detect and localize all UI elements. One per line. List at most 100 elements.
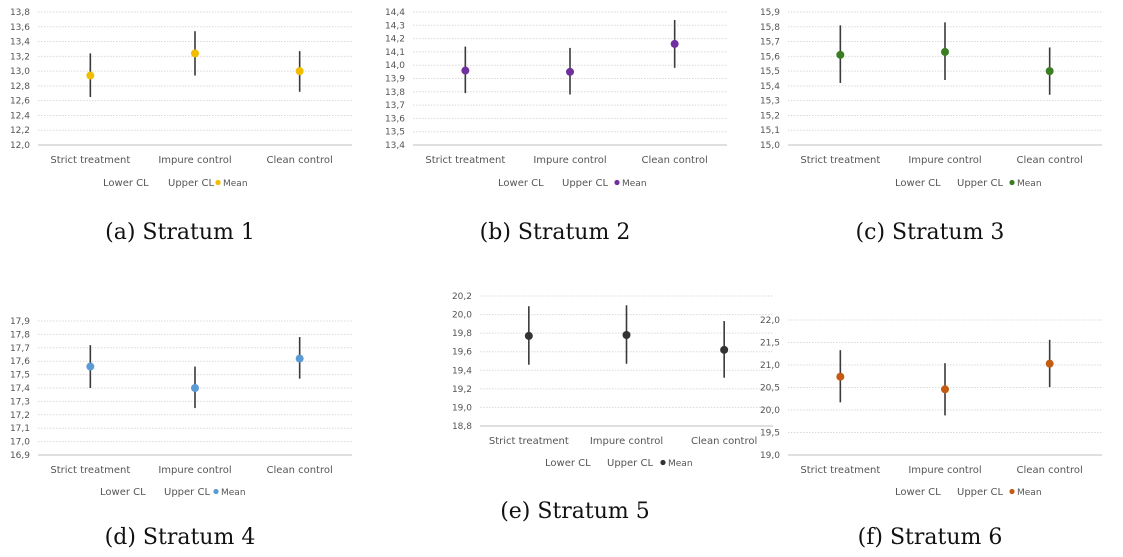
chart-panel-stratum-6: 19,0 19,5 20,0 20,5 21,0 21,5 22,0 Strict treat… — [750, 285, 1123, 557]
x-category-label: Strict treatment — [50, 155, 130, 166]
caption-stratum-5: (e) Stratum 5 — [500, 499, 650, 524]
y-tick-label: 21,0 — [760, 361, 780, 371]
legend-lower-cl: Lower CL — [103, 178, 149, 189]
y-tick-label: 13,8 — [385, 88, 405, 98]
legend-upper-cl: Upper CL — [957, 487, 1003, 498]
y-tick-label: 15,9 — [760, 8, 780, 18]
mean-point — [670, 39, 679, 48]
mean-point — [566, 67, 574, 76]
x-category-label: Clean control — [267, 465, 333, 476]
x-category-label: Strict treatment — [425, 155, 505, 166]
y-tick-label: 17,9 — [10, 317, 30, 327]
y-tick-label: 20,2 — [452, 292, 472, 302]
y-tick-label: 19,0 — [760, 451, 780, 461]
y-tick-label: 15,2 — [760, 111, 780, 121]
y-tick-label: 12,8 — [10, 82, 30, 92]
y-tick-label: 14,3 — [385, 21, 405, 31]
mean-point — [836, 372, 845, 381]
y-tick-label: 20,0 — [760, 406, 780, 416]
y-tick-label: 17,6 — [10, 357, 30, 367]
y-tick-label: 15,4 — [760, 82, 780, 92]
caption-stratum-3: (c) Stratum 3 — [855, 220, 1005, 245]
y-tick-label: 13,6 — [385, 114, 405, 124]
legend-upper-cl: Upper CL — [957, 178, 1003, 189]
legend-lower-cl: Lower CL — [498, 178, 544, 189]
y-tick-label: 17,2 — [10, 411, 30, 421]
y-tick-label: 12,2 — [10, 126, 30, 136]
y-tick-label: 19,8 — [452, 329, 472, 339]
y-tick-label: 15,8 — [760, 23, 780, 33]
legend-lower-cl: Lower CL — [545, 458, 591, 469]
legend-upper-cl: Upper CL — [168, 178, 214, 189]
chart-panel-stratum-1: 12,0 12,2 12,4 12,6 12,8 13,0 13,2 13,4 13,6 13,8… — [0, 0, 375, 265]
legend-mean: Mean — [1017, 488, 1042, 498]
y-tick-label: 15,1 — [760, 126, 780, 136]
caption-stratum-2: (b) Stratum 2 — [479, 220, 631, 245]
y-tick-label: 13,2 — [10, 52, 30, 62]
x-category-label: Clean control — [642, 155, 708, 166]
x-category-label: Impure control — [158, 155, 231, 166]
chart-panel-stratum-5: 18,8 19,0 19,2 19,4 19,6 19,8 20,0 20,2 Strict t… — [375, 285, 773, 557]
y-tick-label: 17,4 — [10, 384, 30, 394]
y-tick-label: 21,5 — [760, 339, 780, 349]
y-tick-label: 13,7 — [385, 101, 405, 111]
chart-stratum-6: 19,0 19,5 20,0 20,5 21,0 21,5 22,0 Strict treat… — [760, 316, 1102, 498]
mean-point — [295, 67, 304, 76]
x-category-label: Impure control — [533, 155, 606, 166]
x-category-label: Clean control — [691, 436, 757, 447]
legend-mean-marker — [213, 488, 219, 495]
chart-panel-stratum-2: 13,4 13,5 13,6 13,7 13,8 13,9 14,0 14,1 14,2 14,3… — [375, 0, 750, 265]
y-tick-label: 19,0 — [452, 403, 472, 413]
chart-stratum-1: 12,0 12,2 12,4 12,6 12,8 13,0 13,2 13,4 13,6 13,8… — [10, 8, 352, 189]
y-tick-label: 14,4 — [385, 8, 405, 18]
chart-stratum-3: 15,0 15,1 15,2 15,3 15,4 15,5 15,6 15,7 15,8 15,9… — [760, 8, 1102, 189]
x-category-label: Strict treatment — [50, 465, 130, 476]
y-tick-label: 13,4 — [10, 38, 30, 48]
y-tick-label: 13,8 — [10, 8, 30, 18]
y-tick-label: 15,3 — [760, 97, 780, 107]
x-category-label: Impure control — [908, 155, 981, 166]
mean-point — [720, 345, 729, 354]
y-tick-label: 13,6 — [10, 23, 30, 33]
legend-mean-marker — [215, 179, 221, 186]
legend-mean-marker — [1009, 488, 1015, 495]
y-tick-label: 19,5 — [760, 429, 780, 439]
y-tick-label: 15,5 — [760, 67, 780, 77]
legend-mean: Mean — [622, 179, 647, 189]
mean-point — [941, 385, 949, 394]
y-tick-label: 15,6 — [760, 52, 780, 62]
x-category-label: Strict treatment — [800, 465, 880, 476]
y-tick-label: 17,8 — [10, 330, 30, 340]
y-tick-label: 17,1 — [10, 424, 30, 434]
y-tick-label: 14,0 — [385, 61, 405, 71]
mean-point — [836, 50, 845, 59]
y-tick-label: 18,8 — [452, 422, 472, 432]
mean-point — [941, 47, 949, 56]
y-tick-label: 13,0 — [10, 67, 30, 77]
y-tick-label: 20,5 — [760, 384, 780, 394]
y-tick-label: 12,6 — [10, 97, 30, 107]
legend-mean-marker — [1009, 179, 1015, 186]
mean-point — [1045, 359, 1054, 368]
y-tick-label: 19,4 — [452, 366, 472, 376]
legend-mean-marker — [660, 459, 666, 466]
x-category-label: Impure control — [158, 465, 231, 476]
legend-mean: Mean — [221, 488, 246, 498]
mean-point — [461, 66, 470, 75]
caption-stratum-6: (f) Stratum 6 — [857, 525, 1003, 550]
y-tick-label: 16,9 — [10, 451, 30, 461]
caption-stratum-4: (d) Stratum 4 — [104, 525, 256, 550]
y-tick-label: 20,0 — [452, 311, 472, 321]
y-tick-label: 17,0 — [10, 438, 30, 448]
x-category-label: Impure control — [908, 465, 981, 476]
mean-point — [524, 331, 533, 340]
legend-upper-cl: Upper CL — [562, 178, 608, 189]
y-tick-label: 19,6 — [452, 348, 472, 358]
chart-stratum-4: 16,9 17,0 17,1 17,2 17,3 17,4 17,5 17,6 17,7 17,8… — [10, 317, 352, 498]
x-category-label: Strict treatment — [800, 155, 880, 166]
y-tick-label: 15,7 — [760, 38, 780, 48]
legend-upper-cl: Upper CL — [607, 458, 653, 469]
x-category-label: Clean control — [1017, 465, 1083, 476]
y-tick-label: 14,1 — [385, 48, 405, 58]
x-category-label: Impure control — [590, 436, 663, 447]
